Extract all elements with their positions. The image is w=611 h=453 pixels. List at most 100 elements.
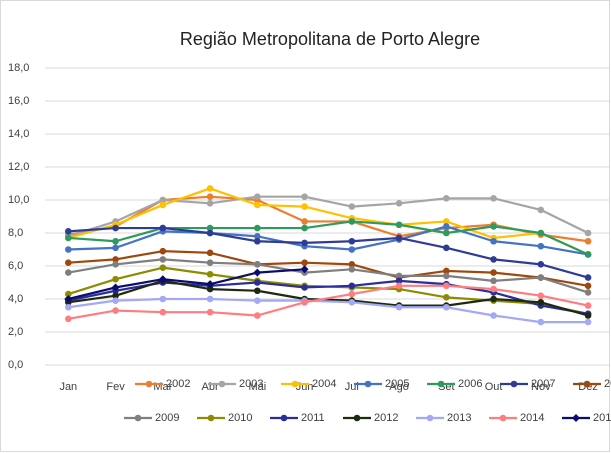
point bbox=[584, 274, 592, 281]
legend-label: 2015 bbox=[593, 412, 611, 424]
point bbox=[490, 237, 497, 245]
point bbox=[206, 285, 214, 293]
series-line bbox=[68, 297, 589, 324]
legend-label: 2010 bbox=[228, 412, 252, 424]
series-line bbox=[67, 195, 589, 238]
point bbox=[348, 266, 356, 273]
point bbox=[65, 246, 72, 253]
point bbox=[537, 292, 545, 300]
point bbox=[112, 237, 119, 245]
point bbox=[206, 259, 214, 267]
point bbox=[301, 224, 308, 232]
series-line bbox=[68, 225, 589, 256]
point bbox=[112, 244, 119, 252]
point bbox=[159, 264, 167, 271]
y-tick-label: 2,0 bbox=[8, 326, 23, 338]
point bbox=[206, 295, 214, 303]
point bbox=[584, 229, 592, 237]
point bbox=[443, 229, 450, 237]
point bbox=[65, 269, 72, 276]
legend-marker bbox=[364, 380, 372, 388]
point bbox=[443, 195, 450, 202]
point bbox=[537, 206, 545, 214]
point bbox=[395, 200, 403, 207]
y-tick-label: 12,0 bbox=[8, 161, 29, 173]
x-tick-label: Mai bbox=[248, 381, 266, 393]
legend-marker bbox=[280, 414, 288, 422]
x-tick-label: Abr bbox=[202, 381, 219, 393]
point bbox=[301, 239, 308, 247]
legend-marker bbox=[583, 380, 591, 388]
point bbox=[537, 274, 545, 281]
point bbox=[348, 246, 356, 253]
legend-label: 2008 bbox=[604, 378, 611, 390]
chart-title: Região Metropolitana de Porto Alegre bbox=[180, 29, 480, 49]
point bbox=[490, 285, 497, 293]
legend-marker bbox=[426, 414, 434, 422]
point bbox=[443, 223, 450, 230]
point bbox=[65, 259, 72, 267]
point bbox=[584, 282, 592, 290]
point bbox=[443, 244, 450, 252]
point bbox=[443, 303, 450, 311]
point bbox=[206, 193, 214, 200]
x-tick-label: Jul bbox=[345, 381, 359, 393]
point bbox=[112, 275, 119, 283]
series-line bbox=[68, 187, 589, 256]
point bbox=[348, 203, 356, 210]
point bbox=[443, 282, 450, 290]
legend-label: 2013 bbox=[447, 412, 471, 424]
point bbox=[65, 290, 72, 298]
point bbox=[301, 284, 308, 291]
point bbox=[395, 234, 403, 242]
point bbox=[395, 272, 403, 280]
point bbox=[65, 303, 72, 311]
point bbox=[443, 294, 450, 301]
point bbox=[254, 201, 261, 209]
legend-label: 2014 bbox=[520, 412, 544, 424]
x-tick-label: Jun bbox=[296, 381, 314, 393]
point bbox=[159, 196, 167, 204]
point bbox=[254, 287, 261, 295]
point bbox=[301, 203, 308, 210]
x-tick-label: Ago bbox=[389, 381, 409, 393]
point bbox=[348, 218, 356, 225]
point bbox=[159, 201, 167, 209]
point bbox=[254, 193, 261, 200]
point bbox=[254, 224, 261, 232]
point bbox=[206, 229, 214, 237]
point bbox=[490, 256, 497, 263]
point bbox=[584, 318, 592, 326]
point bbox=[301, 299, 308, 306]
point bbox=[537, 318, 545, 326]
point bbox=[301, 193, 308, 200]
point bbox=[112, 297, 119, 304]
x-tick-label: Jan bbox=[59, 381, 77, 393]
point bbox=[158, 275, 167, 284]
point bbox=[159, 224, 167, 232]
y-tick-label: 0,0 bbox=[8, 359, 23, 371]
point bbox=[395, 303, 403, 311]
y-tick-label: 6,0 bbox=[8, 260, 23, 272]
legend-marker bbox=[207, 414, 215, 422]
legend-marker bbox=[218, 380, 226, 388]
point bbox=[537, 261, 545, 268]
legend-marker bbox=[499, 414, 507, 422]
y-tick-label: 10,0 bbox=[8, 194, 29, 206]
series-line bbox=[68, 226, 589, 279]
legend-marker bbox=[134, 414, 142, 422]
point bbox=[490, 195, 497, 202]
point bbox=[443, 218, 450, 225]
point bbox=[112, 261, 119, 268]
legend-label: 2005 bbox=[385, 378, 409, 390]
point bbox=[348, 299, 356, 306]
point bbox=[254, 297, 261, 304]
legend-marker bbox=[291, 380, 299, 388]
point bbox=[159, 256, 167, 263]
legend-marker bbox=[572, 414, 580, 422]
series-line bbox=[68, 284, 589, 320]
legend-label: 2011 bbox=[301, 412, 325, 424]
point bbox=[254, 279, 261, 286]
series-line bbox=[68, 250, 589, 287]
